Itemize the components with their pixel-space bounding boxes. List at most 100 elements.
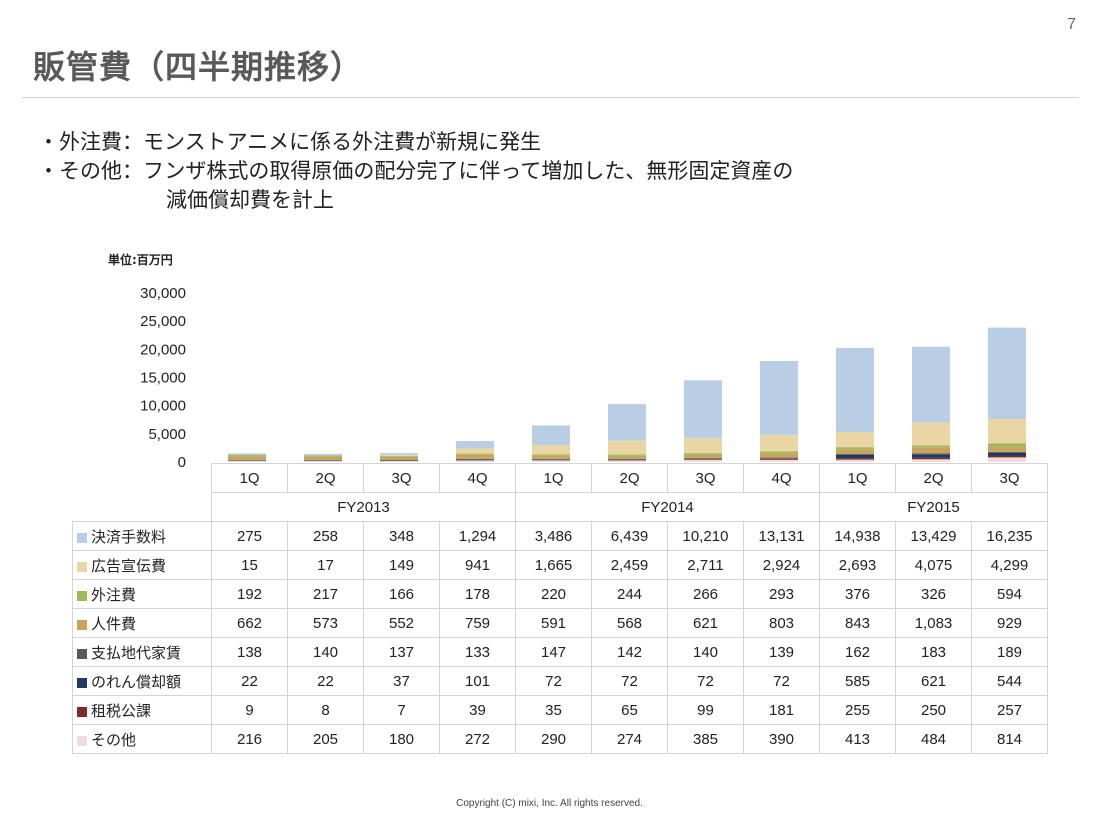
data-cell: 39	[439, 695, 516, 725]
bar-segment	[456, 459, 494, 461]
table-row: その他 216 205 180 272 290 274 385 390 413 484 814	[72, 724, 1048, 754]
data-cell: 8	[287, 695, 364, 725]
data-cell: 591	[515, 608, 592, 638]
data-cell: 2,924	[743, 550, 820, 580]
data-cell: 10,210	[667, 521, 744, 551]
data-cell: 4,075	[895, 550, 972, 580]
series-name: 租税公課	[91, 701, 152, 720]
data-cell: 594	[971, 579, 1048, 609]
data-cell: 244	[591, 579, 668, 609]
data-cell: 65	[591, 695, 668, 725]
bar-segment	[456, 454, 494, 459]
data-cell: 385	[667, 724, 744, 754]
legend-swatch	[77, 561, 87, 572]
data-cell: 15	[211, 550, 288, 580]
data-cell: 166	[363, 579, 440, 609]
series-name: 支払地代家賃	[91, 643, 182, 662]
data-cell: 35	[515, 695, 592, 725]
bar-segment	[532, 460, 570, 462]
bar-segment	[912, 454, 950, 458]
data-cell: 621	[895, 666, 972, 696]
quarter-header: 2Q	[895, 463, 972, 493]
series-label: 租税公課	[72, 695, 212, 725]
quarter-header: 2Q	[287, 463, 364, 493]
data-cell: 552	[363, 608, 440, 638]
data-cell: 274	[591, 724, 668, 754]
copyright-footer: Copyright (C) mixi, Inc. All rights rese…	[456, 798, 643, 809]
bar-segment	[760, 434, 798, 452]
data-cell: 99	[667, 695, 744, 725]
bar-segment	[760, 453, 798, 458]
data-cell: 326	[895, 579, 972, 609]
data-cell: 14,938	[819, 521, 896, 551]
bar-segment	[684, 459, 722, 462]
bar-segment	[836, 459, 874, 462]
series-label: のれん償却額	[72, 666, 212, 696]
data-cell: 17	[287, 550, 364, 580]
bar-segment	[304, 459, 342, 461]
quarter-header: 2Q	[591, 463, 668, 493]
title-divider	[22, 97, 1079, 98]
bar-segment	[912, 346, 950, 423]
quarter-header: 3Q	[971, 463, 1048, 493]
y-tick-label: 15,000	[140, 370, 186, 387]
legend-swatch	[77, 590, 87, 601]
series-name: 人件費	[91, 614, 137, 633]
fiscal-year-header: FY2013	[211, 492, 516, 522]
data-cell: 9	[211, 695, 288, 725]
bar-segment	[608, 404, 646, 441]
bar-segment	[380, 459, 418, 461]
data-cell: 162	[819, 637, 896, 667]
data-cell: 348	[363, 521, 440, 551]
data-cell: 192	[211, 579, 288, 609]
series-label: 広告宣伝費	[72, 550, 212, 580]
legend-swatch	[77, 677, 87, 688]
chart-bars	[228, 327, 1026, 462]
series-name: のれん償却額	[91, 672, 182, 691]
bar-segment	[836, 449, 874, 455]
quarter-header: 3Q	[667, 463, 744, 493]
data-cell: 390	[743, 724, 820, 754]
bar-segment	[456, 458, 494, 460]
table-row: 外注費 192 217 166 178 220 244 266 293 376 326 594	[72, 579, 1048, 609]
table-row: 支払地代家賃 138 140 137 133 147 142 140 139 162 183 189	[72, 637, 1048, 667]
fiscal-year-row: FY2013 FY2014 FY2015	[73, 492, 1048, 522]
series-label: 支払地代家賃	[72, 637, 212, 667]
series-name: 外注費	[91, 585, 137, 604]
bar-segment	[684, 437, 722, 454]
data-cell: 3,486	[515, 521, 592, 551]
bar-segment	[988, 446, 1026, 452]
series-label: その他	[72, 724, 212, 754]
bar-segment	[456, 441, 494, 449]
series-name: その他	[91, 730, 137, 749]
data-cell: 941	[439, 550, 516, 580]
bar-segment	[456, 453, 494, 455]
data-cell: 257	[971, 695, 1048, 725]
legend-swatch	[77, 735, 87, 746]
quarter-header-row: 1Q 2Q 3Q 4Q 1Q 2Q 3Q 4Q 1Q 2Q 3Q	[73, 463, 1048, 493]
data-cell: 573	[287, 608, 364, 638]
bar-segment	[532, 458, 570, 460]
data-cell: 133	[439, 637, 516, 667]
bar-segment	[456, 460, 494, 462]
y-tick-label: 30,000	[140, 285, 186, 302]
data-cell: 205	[287, 724, 364, 754]
data-cell: 183	[895, 637, 972, 667]
legend-swatch	[77, 619, 87, 630]
data-cell: 138	[211, 637, 288, 667]
data-cell: 13,429	[895, 521, 972, 551]
data-cell: 22	[287, 666, 364, 696]
bar-segment	[228, 456, 266, 460]
bar-segment	[988, 443, 1026, 447]
bar-segment	[760, 360, 798, 435]
data-cell: 266	[667, 579, 744, 609]
data-cell: 2,693	[819, 550, 896, 580]
data-cell: 275	[211, 521, 288, 551]
data-cell: 290	[515, 724, 592, 754]
bar-segment	[380, 456, 418, 460]
bar-segment	[380, 455, 418, 457]
data-cell: 662	[211, 608, 288, 638]
bar-segment	[988, 457, 1026, 462]
bar-segment	[988, 455, 1026, 458]
